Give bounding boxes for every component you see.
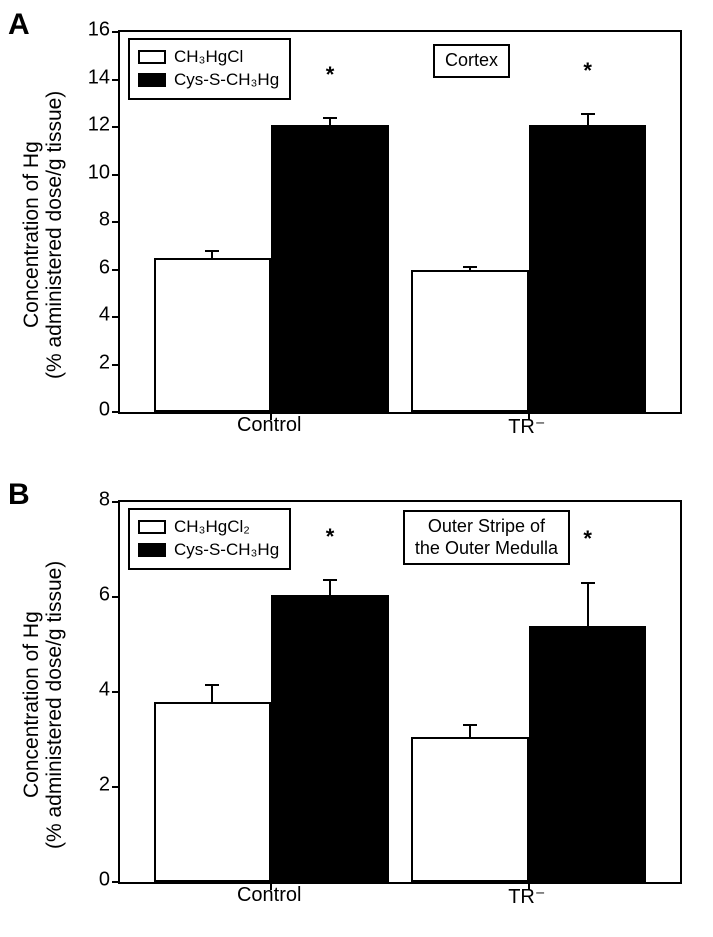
ylabel-b: Concentration of Hg (% administered dose… [20, 525, 40, 885]
bar-a-tr-black [529, 125, 647, 412]
ytick-b-6: 6 [99, 584, 110, 607]
legend-swatch-black-icon [138, 73, 166, 87]
ylabel-a-line2: (% administered dose/g tissue) [43, 91, 66, 379]
err-b-tw-c [463, 724, 477, 726]
ylabel-b-line1: Concentration of Hg [20, 612, 43, 799]
ytick-b-4: 4 [99, 679, 110, 702]
bar-b-tr-black [529, 626, 647, 883]
bar-a-tr-white [411, 270, 529, 413]
ytick-a-14: 14 [88, 66, 110, 89]
sig-b-control: * [326, 524, 335, 550]
title-box-b: Outer Stripe of the Outer Medulla [403, 510, 570, 565]
err-b-cw-v [211, 685, 213, 702]
sig-a-control: * [326, 62, 335, 88]
ytick-b-0: 0 [99, 869, 110, 892]
panel-a: A Concentration of Hg (% administered do… [0, 0, 713, 460]
tick-a [112, 364, 120, 366]
tick-a [112, 174, 120, 176]
ytick-a-16: 16 [88, 19, 110, 42]
err-a-control-white-v [211, 251, 213, 258]
legend-b-row2: Cys-S-CH₃Hg [138, 539, 279, 562]
err-b-tw-v [469, 725, 471, 737]
err-a-tr-white-c [463, 266, 477, 268]
ytick-a-6: 6 [99, 256, 110, 279]
err-b-tb-c [581, 582, 595, 584]
title-b-line1: Outer Stripe of [428, 516, 545, 536]
ytick-a-8: 8 [99, 209, 110, 232]
legend-a: CH₃HgCl Cys-S-CH₃Hg [128, 38, 291, 100]
tick-b [112, 881, 120, 883]
tick-b [112, 691, 120, 693]
tick-a [112, 221, 120, 223]
legend-a-label1: CH₃HgCl [174, 46, 243, 69]
err-b-cb-c [323, 579, 337, 581]
bar-b-control-white [154, 702, 272, 883]
tick-a [112, 31, 120, 33]
err-a-tr-black-c [581, 113, 595, 115]
ylabel-a: Concentration of Hg (% administered dose… [20, 55, 40, 415]
sig-b-tr: * [583, 526, 592, 552]
legend-b-label1: CH₃HgCl₂ [174, 516, 250, 539]
ytick-b-8: 8 [99, 489, 110, 512]
err-a-tr-black-v [587, 114, 589, 125]
xlabel-a-tr: TR⁻ [508, 414, 545, 439]
tick-a [112, 79, 120, 81]
yticklabels-b: 0 2 4 6 8 [70, 500, 110, 880]
err-b-cb-v [329, 580, 331, 594]
title-box-a: Cortex [433, 44, 510, 78]
err-a-control-black-v [329, 118, 331, 125]
legend-b-row1: CH₃HgCl₂ [138, 516, 279, 539]
bar-b-control-black [271, 595, 389, 882]
legend-swatch-white-icon [138, 520, 166, 534]
legend-swatch-black-icon [138, 543, 166, 557]
ytick-a-10: 10 [88, 161, 110, 184]
sig-a-tr: * [583, 58, 592, 84]
tick-b [112, 786, 120, 788]
legend-b: CH₃HgCl₂ Cys-S-CH₃Hg [128, 508, 291, 570]
legend-a-row1: CH₃HgCl [138, 46, 279, 69]
err-a-control-black-c [323, 117, 337, 119]
xlabel-b-control: Control [237, 884, 301, 907]
panel-letter-b: B [8, 478, 30, 512]
ytick-a-2: 2 [99, 351, 110, 374]
ylabel-b-line2: (% administered dose/g tissue) [43, 561, 66, 849]
xticklabels-b: Control TR⁻ [118, 884, 678, 914]
ytick-a-0: 0 [99, 399, 110, 422]
panel-letter-a: A [8, 8, 30, 42]
tick-b [112, 501, 120, 503]
panel-b: B Concentration of Hg (% administered do… [0, 470, 713, 930]
title-b-line2: the Outer Medulla [415, 538, 558, 558]
tick-a [112, 411, 120, 413]
plot-a: * * CH₃HgCl Cys-S-CH₃Hg [118, 30, 682, 414]
xlabel-a-control: Control [237, 414, 301, 437]
legend-swatch-white-icon [138, 50, 166, 64]
bar-a-control-white [154, 258, 272, 412]
bar-b-tr-white [411, 737, 529, 882]
ytick-b-2: 2 [99, 774, 110, 797]
yticklabels-a: 0 2 4 6 8 10 12 14 16 [70, 30, 110, 410]
plot-b: * * CH₃HgCl₂ Cys-S-CH₃Hg [118, 500, 682, 884]
title-a: Cortex [445, 50, 498, 70]
legend-a-row2: Cys-S-CH₃Hg [138, 69, 279, 92]
err-b-cw-c [205, 684, 219, 686]
tick-a [112, 269, 120, 271]
xlabel-b-tr: TR⁻ [508, 884, 545, 909]
ylabel-a-line1: Concentration of Hg [20, 142, 43, 329]
bar-a-control-black [271, 125, 389, 412]
legend-b-label2: Cys-S-CH₃Hg [174, 539, 279, 562]
xticklabels-a: Control TR⁻ [118, 414, 678, 444]
ytick-a-4: 4 [99, 304, 110, 327]
ytick-a-12: 12 [88, 114, 110, 137]
tick-a [112, 126, 120, 128]
figure-root: A Concentration of Hg (% administered do… [0, 0, 713, 937]
tick-b [112, 596, 120, 598]
err-a-control-white-c [205, 250, 219, 252]
tick-a [112, 316, 120, 318]
err-b-tb-v [587, 583, 589, 626]
legend-a-label2: Cys-S-CH₃Hg [174, 69, 279, 92]
